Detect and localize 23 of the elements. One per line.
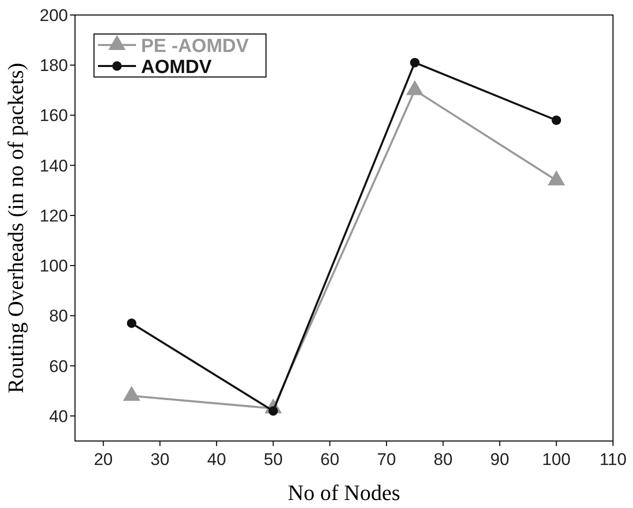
y-tick-label: 100 xyxy=(40,256,68,276)
legend-label: PE -AOMDV xyxy=(141,36,249,57)
x-tick-label: 70 xyxy=(377,450,396,469)
y-tick-label: 180 xyxy=(40,56,68,76)
y-tick-label: 160 xyxy=(40,106,68,126)
x-tick-label: 100 xyxy=(542,450,571,469)
x-tick-label: 20 xyxy=(94,450,113,469)
y-axis-title: Routing Overheads (in no of packets) xyxy=(3,62,28,394)
x-axis-title: No of Nodes xyxy=(288,480,400,505)
x-tick-label: 90 xyxy=(490,450,510,469)
x-tick-label: 80 xyxy=(434,450,453,469)
y-tick-label: 200 xyxy=(40,6,68,25)
legend-label: AOMDV xyxy=(141,57,212,78)
y-tick-label: 40 xyxy=(49,406,68,426)
x-tick-label: 50 xyxy=(264,450,283,469)
x-tick-label: 60 xyxy=(320,450,340,469)
x-tick-label: 30 xyxy=(150,450,170,469)
x-tick-label: 40 xyxy=(207,450,226,469)
y-tick-label: 120 xyxy=(40,206,68,226)
x-tick-label: 110 xyxy=(599,450,627,469)
y-tick-label: 60 xyxy=(49,356,68,376)
y-tick-label: 80 xyxy=(49,306,68,326)
y-tick-label: 140 xyxy=(40,156,68,176)
